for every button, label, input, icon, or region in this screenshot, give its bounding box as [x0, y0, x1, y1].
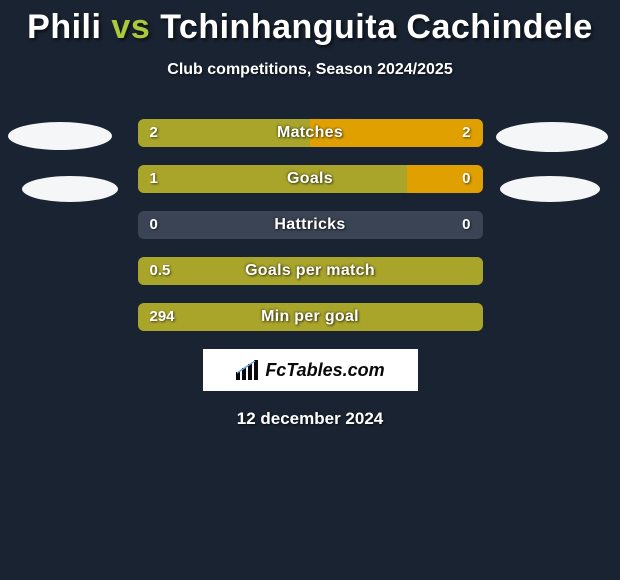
stat-row: 22Matches: [138, 119, 483, 147]
title-player2: Tchinhanguita Cachindele: [160, 8, 593, 46]
footer-date: 12 december 2024: [0, 409, 620, 429]
stat-label: Goals: [138, 165, 483, 193]
stat-label: Hattricks: [138, 211, 483, 239]
brand-text: FcTables.com: [265, 360, 384, 381]
stat-row: 294Min per goal: [138, 303, 483, 331]
page-title: Phili vs Tchinhanguita Cachindele: [0, 0, 620, 47]
brand-footer: FcTables.com: [203, 349, 418, 391]
stat-label: Goals per match: [138, 257, 483, 285]
avatar-placeholder: [496, 122, 608, 152]
bars-icon: [235, 360, 261, 380]
subtitle: Club competitions, Season 2024/2025: [0, 61, 620, 79]
stat-row: 00Hattricks: [138, 211, 483, 239]
stat-row: 10Goals: [138, 165, 483, 193]
title-player1: Phili: [27, 8, 101, 46]
stat-row: 0.5Goals per match: [138, 257, 483, 285]
title-vs: vs: [111, 8, 150, 46]
avatar-placeholder: [22, 176, 118, 202]
avatar-placeholder: [8, 122, 112, 150]
comparison-chart: 22Matches 10Goals 00Hattricks 0.5Goals per …: [0, 119, 620, 331]
stat-label: Matches: [138, 119, 483, 147]
avatar-placeholder: [500, 176, 600, 202]
stat-label: Min per goal: [138, 303, 483, 331]
